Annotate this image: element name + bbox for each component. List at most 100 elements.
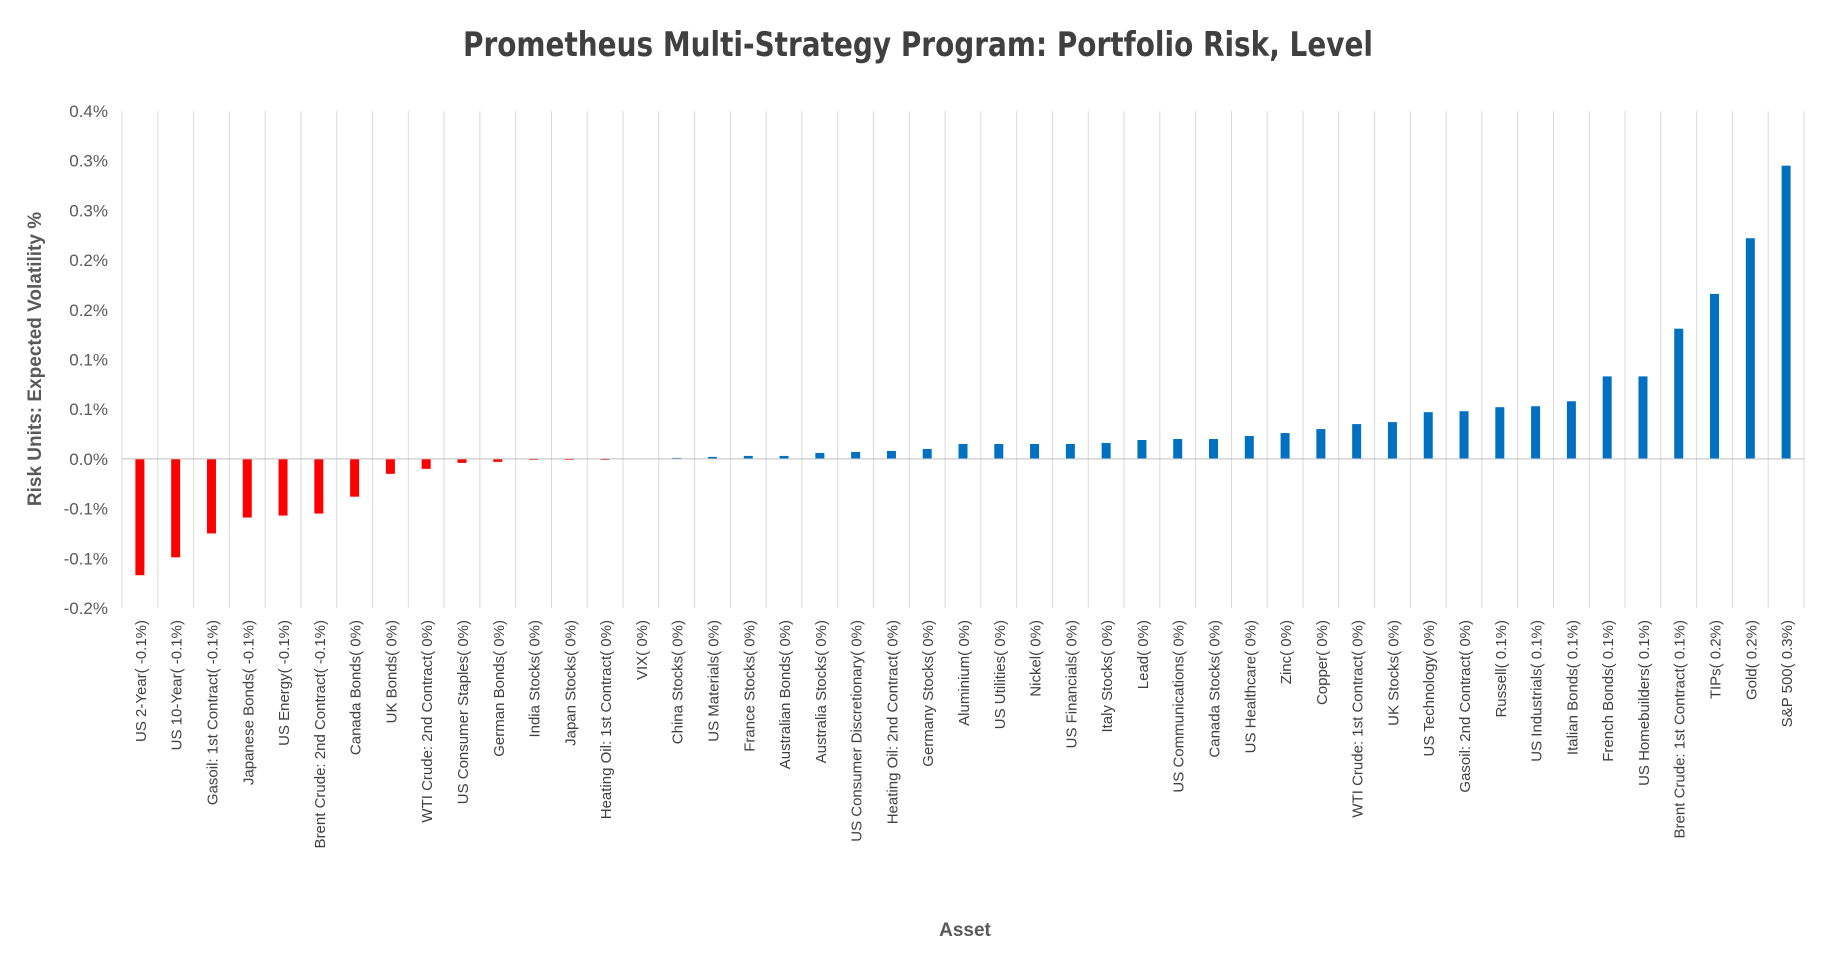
y-tick-label: -0.1% <box>64 549 108 568</box>
bar <box>1352 424 1362 459</box>
y-tick-label: 0.0% <box>69 450 108 469</box>
bar <box>350 458 360 497</box>
x-axis-tick-labels: US 2-Year( -0.1%) US 10-Year( -0.1%) Gasoi… <box>133 620 1796 848</box>
bar <box>779 455 789 459</box>
x-tick-label: India Stocks( 0%) <box>527 620 544 738</box>
x-tick-label: VIX( 0%) <box>634 620 651 680</box>
x-tick-label: US Consumer Staples( 0%) <box>455 620 472 804</box>
bar <box>1173 439 1183 459</box>
x-tick-label: US 10-Year( -0.1%) <box>169 620 186 750</box>
bar <box>922 448 932 459</box>
bar <box>1710 293 1720 459</box>
x-tick-label: Italy Stocks( 0%) <box>1099 620 1116 733</box>
bar <box>1602 376 1612 459</box>
bar <box>171 458 181 558</box>
x-tick-label: Brent Crude: 1st Contract( 0.1%) <box>1672 620 1689 838</box>
bar <box>1566 401 1576 459</box>
bar <box>815 452 825 459</box>
x-tick-label: Germany Stocks( 0%) <box>920 620 937 767</box>
bar <box>994 443 1004 459</box>
x-tick-label: Gasoil: 2nd Contract( 0%) <box>1457 620 1474 793</box>
chart-title: Prometheus Multi-Strategy Program: Portf… <box>463 25 1373 65</box>
bar <box>421 458 431 469</box>
x-tick-label: Gasoil: 1st Contract( -0.1%) <box>204 620 221 805</box>
bar <box>1781 165 1791 459</box>
bar <box>1137 440 1147 459</box>
bar <box>242 458 252 518</box>
x-tick-label: Japanese Bonds( -0.1%) <box>240 620 257 785</box>
bar <box>851 451 861 459</box>
y-tick-label: 0.3% <box>69 152 108 171</box>
x-tick-label: Heating Oil: 1st Contract( 0%) <box>598 620 615 819</box>
x-tick-label: Australian Bonds( 0%) <box>777 620 794 769</box>
x-tick-label: Gold( 0.2%) <box>1743 620 1760 700</box>
x-tick-label: S&P 500( 0.3%) <box>1779 620 1796 727</box>
x-tick-label: US Utilities( 0%) <box>992 620 1009 729</box>
x-tick-label: Aluminium( 0%) <box>956 620 973 726</box>
y-tick-label: 0.2% <box>69 301 108 320</box>
x-tick-label: Nickel( 0%) <box>1028 620 1045 697</box>
x-tick-label: WTI Crude: 1st Contract( 0%) <box>1350 620 1367 818</box>
y-axis-tick-labels: 0.4% 0.3% 0.3% 0.2% 0.2% 0.1% 0.1% 0.0% -0.1% -0.… <box>64 102 108 618</box>
bar <box>1495 407 1505 459</box>
bar <box>1638 376 1648 459</box>
bar <box>1030 443 1040 459</box>
bar <box>958 443 968 459</box>
x-tick-label: US 2-Year( -0.1%) <box>133 620 150 742</box>
x-tick-label: UK Bonds( 0%) <box>383 620 400 723</box>
bar <box>206 458 216 534</box>
y-tick-label: 0.1% <box>69 351 108 370</box>
x-tick-label: US Energy( -0.1%) <box>276 620 293 746</box>
x-tick-label: WTI Crude: 2nd Contract( 0%) <box>419 620 436 823</box>
x-tick-label: Russell( 0.1%) <box>1493 620 1510 718</box>
bar <box>1209 439 1219 459</box>
x-tick-label: US Consumer Discretionary( 0%) <box>849 620 866 842</box>
bars <box>135 165 1791 576</box>
x-tick-label: Japan Stocks( 0%) <box>562 620 579 746</box>
x-tick-label: US Healthcare( 0%) <box>1242 620 1259 753</box>
bar <box>385 458 395 474</box>
x-tick-label: TIPs( 0.2%) <box>1708 620 1725 699</box>
x-tick-label: Canada Bonds( 0%) <box>348 620 365 755</box>
bar <box>1459 411 1469 459</box>
bar <box>1101 443 1111 459</box>
x-tick-label: French Bonds( 0.1%) <box>1600 620 1617 762</box>
bar <box>135 458 145 576</box>
bar <box>457 458 467 463</box>
y-tick-label: 0.1% <box>69 400 108 419</box>
bar <box>1316 429 1326 459</box>
x-tick-label: Brent Crude: 2nd Contract( -0.1%) <box>312 620 329 848</box>
bar <box>493 458 503 462</box>
x-tick-label: UK Stocks( 0%) <box>1385 620 1402 726</box>
x-tick-label: Heating Oil: 2nd Contract( 0%) <box>884 620 901 824</box>
y-tick-label: 0.3% <box>69 201 108 220</box>
y-axis-label: Risk Units: Expected Volatility % <box>25 212 46 506</box>
x-tick-label: Copper( 0%) <box>1314 620 1331 705</box>
x-tick-label: Canada Stocks( 0%) <box>1207 620 1224 758</box>
bar <box>278 458 288 516</box>
x-tick-label: US Financials( 0%) <box>1063 620 1080 748</box>
x-tick-label: US Homebuilders( 0.1%) <box>1636 620 1653 786</box>
x-tick-label: China Stocks( 0%) <box>670 620 687 744</box>
bar <box>1280 433 1290 459</box>
x-tick-label: US Communications( 0%) <box>1171 620 1188 793</box>
y-tick-label: -0.2% <box>64 599 108 618</box>
gridlines <box>121 111 1805 608</box>
x-axis-label: Asset <box>939 920 991 941</box>
bar <box>1244 436 1254 459</box>
y-tick-label: 0.2% <box>69 251 108 270</box>
x-tick-label: France Stocks( 0%) <box>741 620 758 752</box>
bar <box>1387 422 1397 459</box>
bar <box>1674 328 1684 459</box>
x-tick-label: German Bonds( 0%) <box>491 620 508 757</box>
x-tick-label: US Materials( 0%) <box>705 620 722 742</box>
bar <box>1745 238 1755 459</box>
x-tick-label: Italian Bonds( 0.1%) <box>1564 620 1581 755</box>
bar <box>743 455 753 459</box>
x-tick-label: Lead( 0%) <box>1135 620 1152 689</box>
x-tick-label: US Industrials( 0.1%) <box>1529 620 1546 762</box>
x-tick-label: Australia Stocks( 0%) <box>813 620 830 763</box>
bar <box>1065 443 1075 459</box>
